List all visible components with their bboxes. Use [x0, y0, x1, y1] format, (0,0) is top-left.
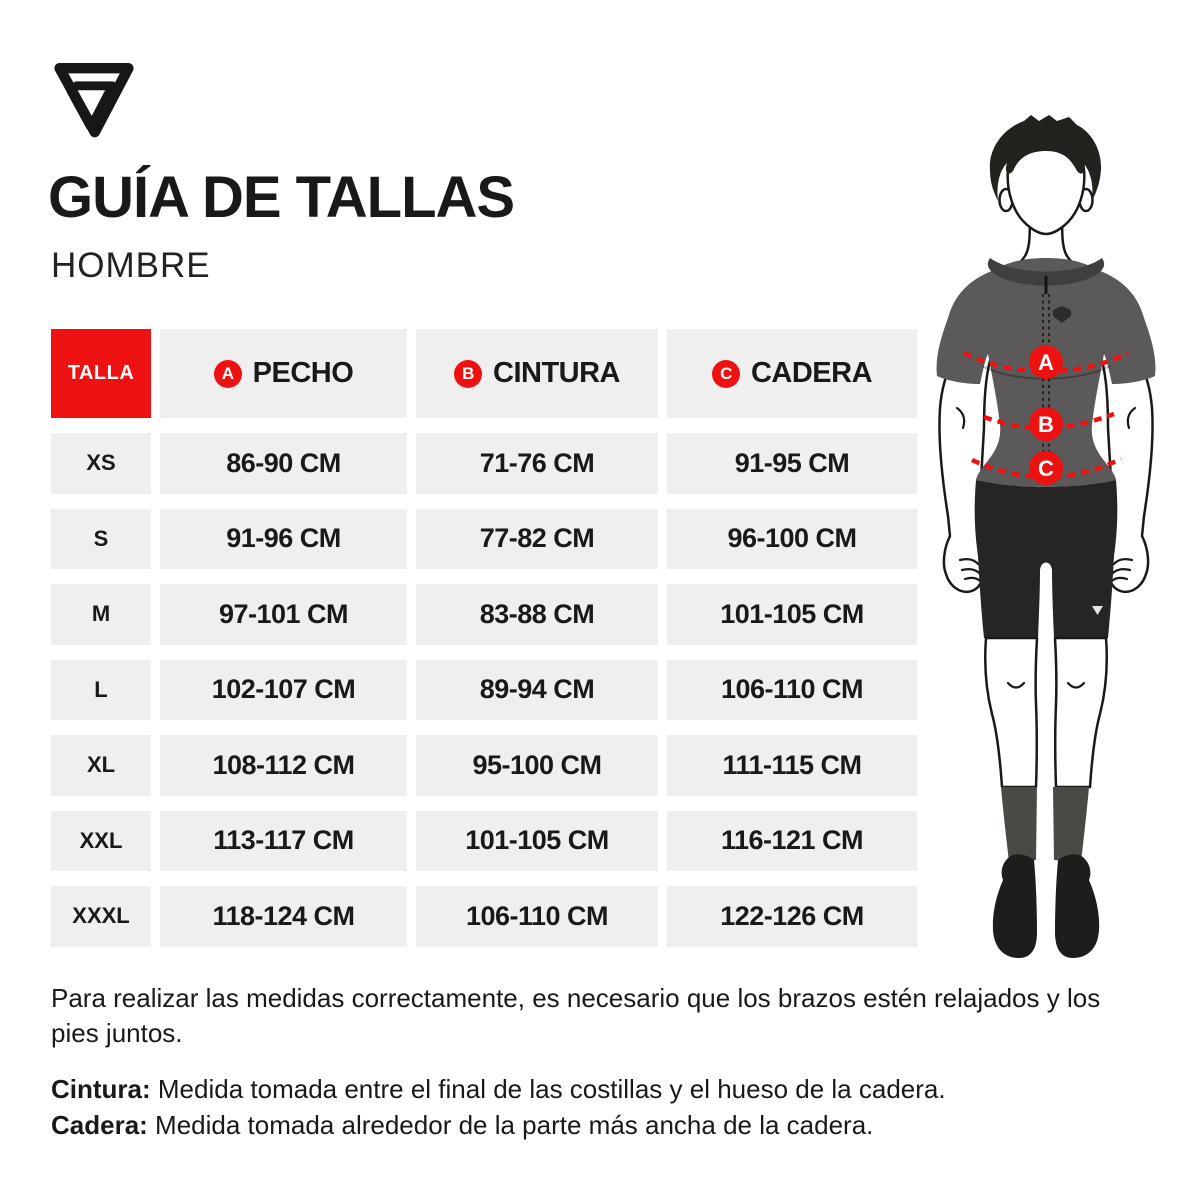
- cintura-value-cell: 101-105 CM: [416, 810, 658, 871]
- collar: [987, 258, 1105, 286]
- cintura-value-cell: 77-82 CM: [416, 508, 658, 569]
- size-cell: XL: [51, 735, 151, 796]
- knee-creases: [1006, 681, 1086, 689]
- cintura-value-cell: 83-88 CM: [416, 584, 658, 645]
- cintura-value-cell: 106-110 CM: [416, 886, 658, 947]
- pecho-value-cell: 108-112 CM: [160, 735, 407, 796]
- legs: [984, 636, 1108, 789]
- chest-logo-icon: [1053, 306, 1071, 323]
- marker-c-badge: C: [711, 359, 740, 388]
- marker-b-letter: B: [1038, 412, 1054, 437]
- marker-c-circle: [1029, 451, 1063, 485]
- size-cell: L: [51, 659, 151, 720]
- arm-creases: [955, 406, 1137, 583]
- shorts: [974, 480, 1118, 638]
- cintura-term: Cintura:: [51, 1074, 151, 1104]
- measurement-note: Para realizar las medidas correctamente,…: [51, 983, 1101, 1048]
- cintura-value-cell: 71-76 CM: [416, 433, 658, 494]
- cadera-value-cell: 91-95 CM: [667, 433, 917, 494]
- page-subtitle: HOMBRE: [51, 246, 211, 285]
- arms: [938, 341, 1154, 594]
- size-table: TALLA A PECHO B CINTURA C CADERA XS 86-90…: [51, 329, 917, 947]
- size-cell: XS: [51, 433, 151, 494]
- pecho-value-cell: 86-90 CM: [160, 433, 407, 494]
- size-cell: S: [51, 508, 151, 569]
- pecho-header-cell: A PECHO: [160, 329, 407, 418]
- cadera-value-cell: 116-121 CM: [667, 810, 917, 871]
- cadera-value-cell: 111-115 CM: [667, 735, 917, 796]
- cintura-text: Medida tomada entre el final de las cost…: [150, 1074, 946, 1104]
- zipper: [1042, 276, 1050, 482]
- cintura-header-label: CINTURA: [493, 357, 621, 389]
- cadera-value-cell: 122-126 CM: [667, 886, 917, 947]
- cintura-header-cell: B CINTURA: [416, 329, 658, 418]
- cadera-value-cell: 96-100 CM: [667, 508, 917, 569]
- hair: [989, 115, 1102, 201]
- page-title: GUÍA DE TALLAS: [48, 165, 515, 230]
- cadera-term: Cadera:: [51, 1110, 148, 1140]
- pecho-value-cell: 118-124 CM: [160, 886, 407, 947]
- marker-a-badge: A: [213, 359, 242, 388]
- talla-header-cell: TALLA: [51, 329, 151, 418]
- cintura-value-cell: 95-100 CM: [416, 735, 658, 796]
- cintura-definition: Cintura: Medida tomada entre el final de…: [51, 1071, 1136, 1107]
- marker-b-circle: [1029, 407, 1063, 441]
- socks: [1001, 787, 1089, 862]
- pecho-value-cell: 97-101 CM: [160, 584, 407, 645]
- pecho-value-cell: 102-107 CM: [160, 659, 407, 720]
- male-measurement-figure: A B C: [936, 115, 1156, 958]
- shoes: [992, 854, 1100, 958]
- shorts-logo-icon: [1092, 606, 1103, 615]
- marker-b-badge: B: [454, 359, 482, 388]
- pecho-value-cell: 113-117 CM: [160, 810, 407, 871]
- pecho-header-label: PECHO: [252, 357, 354, 389]
- measurement-markers: A B C: [1029, 345, 1063, 485]
- brand-logo-icon: [54, 63, 134, 138]
- definitions: Cintura: Medida tomada entre el final de…: [51, 1071, 1136, 1143]
- cadera-value-cell: 106-110 CM: [667, 659, 917, 720]
- marker-a-circle: [1029, 345, 1063, 379]
- cadera-header-label: CADERA: [750, 357, 873, 389]
- size-cell: M: [51, 584, 151, 645]
- cadera-header-cell: C CADERA: [667, 329, 917, 418]
- marker-c-letter: C: [1038, 456, 1054, 481]
- cadera-text: Medida tomada alrededor de la parte más …: [147, 1110, 874, 1140]
- size-cell: XXXL: [51, 886, 151, 947]
- cintura-value-cell: 89-94 CM: [416, 659, 658, 720]
- cadera-definition: Cadera: Medida tomada alrededor de la pa…: [51, 1107, 1136, 1143]
- cadera-value-cell: 101-105 CM: [667, 584, 917, 645]
- pecho-value-cell: 91-96 CM: [160, 508, 407, 569]
- marker-a-letter: A: [1038, 350, 1054, 375]
- size-cell: XXL: [51, 810, 151, 871]
